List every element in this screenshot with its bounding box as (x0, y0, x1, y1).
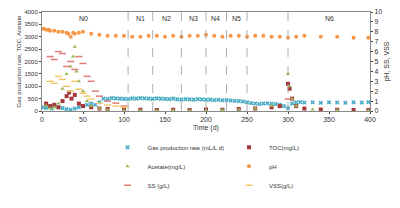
svg-text:N6: N6 (325, 15, 334, 22)
svg-text:N4: N4 (211, 15, 220, 22)
svg-text:1500: 1500 (24, 71, 38, 77)
svg-text:1000: 1000 (24, 83, 38, 89)
svg-text:7: 7 (374, 38, 378, 45)
svg-text:pH: pH (269, 164, 277, 170)
svg-text:2: 2 (374, 88, 378, 95)
svg-text:SS (g/L): SS (g/L) (148, 183, 170, 189)
svg-text:Acetate(mg/L): Acetate(mg/L) (148, 164, 186, 170)
svg-text:350: 350 (323, 116, 335, 123)
svg-text:400: 400 (364, 116, 376, 123)
svg-text:5: 5 (374, 58, 378, 65)
svg-text:6: 6 (374, 48, 378, 55)
svg-text:Time (d): Time (d) (193, 124, 219, 132)
svg-text:50: 50 (79, 116, 87, 123)
svg-text:N3: N3 (189, 15, 198, 22)
svg-text:250: 250 (241, 116, 253, 123)
svg-text:Gas production rate, TOC, Acet: Gas production rate, TOC, Acetate (16, 15, 22, 107)
svg-text:8: 8 (374, 28, 378, 35)
svg-text:4000: 4000 (24, 9, 38, 15)
svg-text:N5: N5 (232, 15, 241, 22)
svg-text:3500: 3500 (24, 21, 38, 27)
svg-text:500: 500 (28, 96, 39, 102)
svg-text:2500: 2500 (24, 46, 38, 52)
svg-text:N2: N2 (162, 15, 171, 22)
svg-text:0: 0 (374, 107, 378, 114)
svg-text:0: 0 (40, 116, 44, 123)
svg-text:300: 300 (282, 116, 294, 123)
svg-text:100: 100 (118, 116, 130, 123)
svg-text:1: 1 (374, 98, 378, 105)
svg-text:3: 3 (374, 78, 378, 85)
svg-text:9: 9 (374, 18, 378, 25)
svg-text:pH, SS, VSS: pH, SS, VSS (383, 41, 391, 81)
svg-text:TOC(mg/L): TOC(mg/L) (269, 145, 299, 151)
svg-text:200: 200 (200, 116, 212, 123)
svg-text:N0: N0 (79, 15, 88, 22)
svg-text:3000: 3000 (24, 34, 38, 40)
svg-text:VSS(g/L): VSS(g/L) (269, 183, 293, 189)
svg-text:10: 10 (374, 8, 382, 15)
svg-text:2000: 2000 (24, 59, 38, 65)
svg-text:N1: N1 (136, 15, 145, 22)
svg-text:Gas production rate (mL/L d): Gas production rate (mL/L d) (148, 145, 224, 151)
svg-text:0: 0 (34, 108, 38, 114)
svg-text:150: 150 (159, 116, 171, 123)
svg-text:4: 4 (374, 68, 378, 75)
